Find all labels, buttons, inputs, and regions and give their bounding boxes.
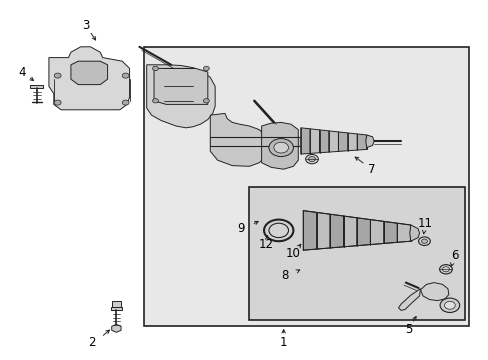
Polygon shape	[383, 221, 396, 243]
Circle shape	[122, 100, 129, 105]
Polygon shape	[328, 131, 338, 152]
Polygon shape	[329, 214, 343, 248]
Circle shape	[421, 239, 427, 243]
Circle shape	[122, 73, 129, 78]
Polygon shape	[409, 225, 419, 241]
Text: 8: 8	[281, 269, 288, 282]
Polygon shape	[112, 301, 121, 307]
Text: 11: 11	[417, 217, 432, 230]
Polygon shape	[309, 129, 319, 153]
Text: 3: 3	[81, 19, 89, 32]
Circle shape	[308, 157, 315, 162]
Circle shape	[439, 298, 459, 312]
Polygon shape	[398, 289, 420, 310]
Circle shape	[268, 139, 293, 157]
Circle shape	[439, 265, 451, 274]
Circle shape	[418, 237, 429, 246]
Polygon shape	[319, 130, 328, 153]
Polygon shape	[30, 85, 43, 88]
Text: 4: 4	[18, 66, 26, 78]
Bar	[144, 47, 468, 326]
Circle shape	[54, 100, 61, 105]
Polygon shape	[210, 113, 266, 166]
Polygon shape	[154, 68, 207, 104]
Text: 5: 5	[404, 323, 411, 336]
Polygon shape	[370, 220, 383, 244]
Circle shape	[305, 154, 318, 164]
Polygon shape	[365, 135, 373, 148]
Polygon shape	[316, 212, 329, 249]
Circle shape	[152, 99, 158, 103]
Text: 6: 6	[450, 249, 458, 262]
Polygon shape	[356, 218, 370, 246]
Polygon shape	[347, 133, 357, 151]
Circle shape	[203, 99, 209, 103]
Polygon shape	[343, 216, 356, 247]
Text: 1: 1	[279, 336, 287, 348]
Text: 9: 9	[237, 222, 244, 235]
Polygon shape	[303, 211, 316, 250]
Polygon shape	[110, 307, 122, 310]
Circle shape	[273, 142, 288, 153]
Polygon shape	[71, 61, 107, 85]
Polygon shape	[300, 128, 309, 154]
Circle shape	[203, 66, 209, 71]
Circle shape	[54, 73, 61, 78]
Polygon shape	[420, 283, 448, 301]
Polygon shape	[111, 324, 121, 332]
Circle shape	[442, 267, 448, 272]
Text: 10: 10	[285, 247, 300, 260]
Text: 7: 7	[367, 163, 375, 176]
Bar	[249, 187, 464, 320]
Circle shape	[152, 66, 158, 71]
Text: 12: 12	[259, 238, 273, 251]
Polygon shape	[146, 65, 215, 128]
Polygon shape	[261, 122, 298, 169]
Polygon shape	[210, 137, 300, 146]
Polygon shape	[49, 47, 129, 110]
Polygon shape	[338, 132, 347, 152]
Polygon shape	[357, 134, 366, 150]
Circle shape	[444, 301, 454, 309]
Text: 2: 2	[88, 336, 95, 348]
Polygon shape	[396, 223, 410, 242]
Circle shape	[268, 223, 288, 238]
